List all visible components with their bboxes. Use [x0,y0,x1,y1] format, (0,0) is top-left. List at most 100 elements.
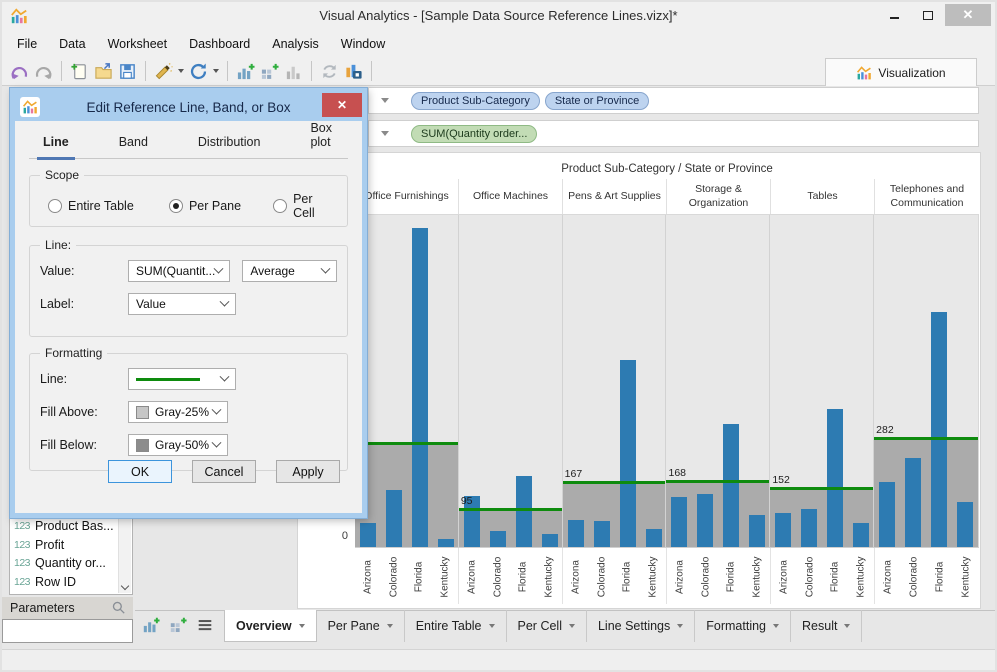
chart-add-icon[interactable] [142,616,160,634]
chart-add-icon[interactable] [236,62,255,81]
reference-line[interactable] [458,508,562,512]
tab-box-plot[interactable]: Box plot [310,121,332,149]
reference-line[interactable] [562,480,666,484]
reference-line[interactable] [355,441,458,445]
list-view-icon[interactable] [196,616,214,634]
bar[interactable] [360,523,376,547]
visualization-tab[interactable]: Visualization [825,58,977,86]
close-button[interactable]: ✕ [945,4,991,26]
wand-icon[interactable] [154,62,173,81]
bar[interactable] [567,520,584,547]
menu-item[interactable]: Window [340,37,386,51]
field-list-item[interactable]: 123 Row ID [14,573,116,592]
open-folder-icon[interactable] [94,62,113,81]
bar[interactable] [438,538,454,547]
tab-line[interactable]: Line [37,135,75,160]
worksheet-tab[interactable]: Formatting [695,610,792,642]
radio-per-cell[interactable]: Per Cell [273,192,337,220]
bar[interactable] [827,408,844,547]
shelf-dropdown-icon[interactable] [381,98,389,103]
parameters-input[interactable] [2,619,133,643]
tab-menu-icon[interactable] [773,624,780,628]
menu-item[interactable]: Data [59,37,86,51]
cancel-button[interactable]: Cancel [192,460,256,483]
tab-menu-icon[interactable] [386,624,393,628]
worksheet-tab[interactable]: Per Cell [507,610,587,642]
ok-button[interactable]: OK [108,460,172,483]
x-axis-label: Kentucky [855,555,867,598]
field-list-item[interactable]: 123 Product Bas... [14,517,116,536]
bar[interactable] [853,522,870,547]
dropdown-caret-icon[interactable] [178,69,184,73]
menu-item[interactable]: Analysis [272,37,319,51]
bar[interactable] [697,493,714,547]
label-combo[interactable]: Value [128,293,236,315]
swap-icon[interactable] [320,62,339,81]
radio-per-pane[interactable]: Per Pane [168,199,273,213]
bar[interactable] [723,423,740,547]
minimize-button[interactable] [877,4,911,26]
dialog-close-button[interactable]: ✕ [322,93,362,117]
refresh-icon[interactable] [189,62,208,81]
bar[interactable] [957,501,974,547]
bar[interactable] [541,533,558,547]
tab-menu-icon[interactable] [677,624,684,628]
bar[interactable] [645,528,662,547]
line-style-combo[interactable] [128,368,236,390]
bar[interactable] [749,514,766,547]
fill-below-combo[interactable]: Gray-50% [128,434,228,456]
tab-menu-icon[interactable] [488,624,495,628]
bar[interactable] [879,482,896,547]
tab-band[interactable]: Band [118,135,148,149]
bar[interactable] [515,476,532,547]
reference-line[interactable] [666,480,770,484]
aggregation-combo[interactable]: Average [242,260,337,282]
dimension-pill[interactable]: Product Sub-Category [411,91,540,110]
bar[interactable] [671,497,688,547]
bar[interactable] [905,458,922,547]
fill-above-swatch [136,405,149,419]
tab-menu-icon[interactable] [568,624,575,628]
worksheet-tab[interactable]: Line Settings [587,610,696,642]
new-file-icon[interactable] [70,62,89,81]
field-list-item[interactable]: 123 Profit [14,536,116,555]
menu-bar: File Data Worksheet Dashboard Analysis Window [6,34,396,56]
bar[interactable] [931,312,948,547]
maximize-button[interactable] [911,4,945,26]
measure-pill[interactable]: SUM(Quantity order... [411,124,538,143]
save-icon[interactable] [118,62,137,81]
tab-distribution[interactable]: Distribution [197,135,261,149]
shelf-dropdown-icon[interactable] [381,131,389,136]
undo-icon[interactable] [10,62,29,81]
grid-add-icon[interactable] [169,616,187,634]
reference-line[interactable] [874,436,978,440]
dimension-pill[interactable]: State or Province [544,91,650,110]
field-list-item[interactable]: 123 Quantity or... [14,554,116,573]
chart-export-icon[interactable] [344,62,363,81]
fill-above-combo[interactable]: Gray-25% [128,401,228,423]
redo-icon[interactable] [34,62,53,81]
grid-add-icon[interactable] [260,62,279,81]
bar[interactable] [412,227,428,547]
bar[interactable] [619,360,636,547]
radio-entire-table[interactable]: Entire Table [48,199,169,213]
bar[interactable] [775,513,792,547]
bar[interactable] [593,520,610,547]
worksheet-tab[interactable]: Per Pane [317,610,405,642]
tab-menu-icon[interactable] [844,624,851,628]
worksheet-tab[interactable]: Result [791,610,863,642]
worksheet-tab[interactable]: Entire Table [405,610,507,642]
menu-item[interactable]: Dashboard [189,37,251,51]
worksheet-tab-active[interactable]: Overview [224,610,317,642]
menu-item[interactable]: File [17,37,38,51]
bar[interactable] [386,490,402,547]
menu-item[interactable]: Worksheet [107,37,168,51]
chart-bars-icon[interactable] [284,62,303,81]
dropdown-caret-icon[interactable] [213,69,219,73]
bar[interactable] [801,509,818,547]
apply-button[interactable]: Apply [276,460,340,483]
value-combo[interactable]: SUM(Quantit... [128,260,231,282]
bar[interactable] [489,531,506,547]
tab-menu-icon[interactable] [298,623,305,628]
reference-line[interactable] [770,486,874,490]
